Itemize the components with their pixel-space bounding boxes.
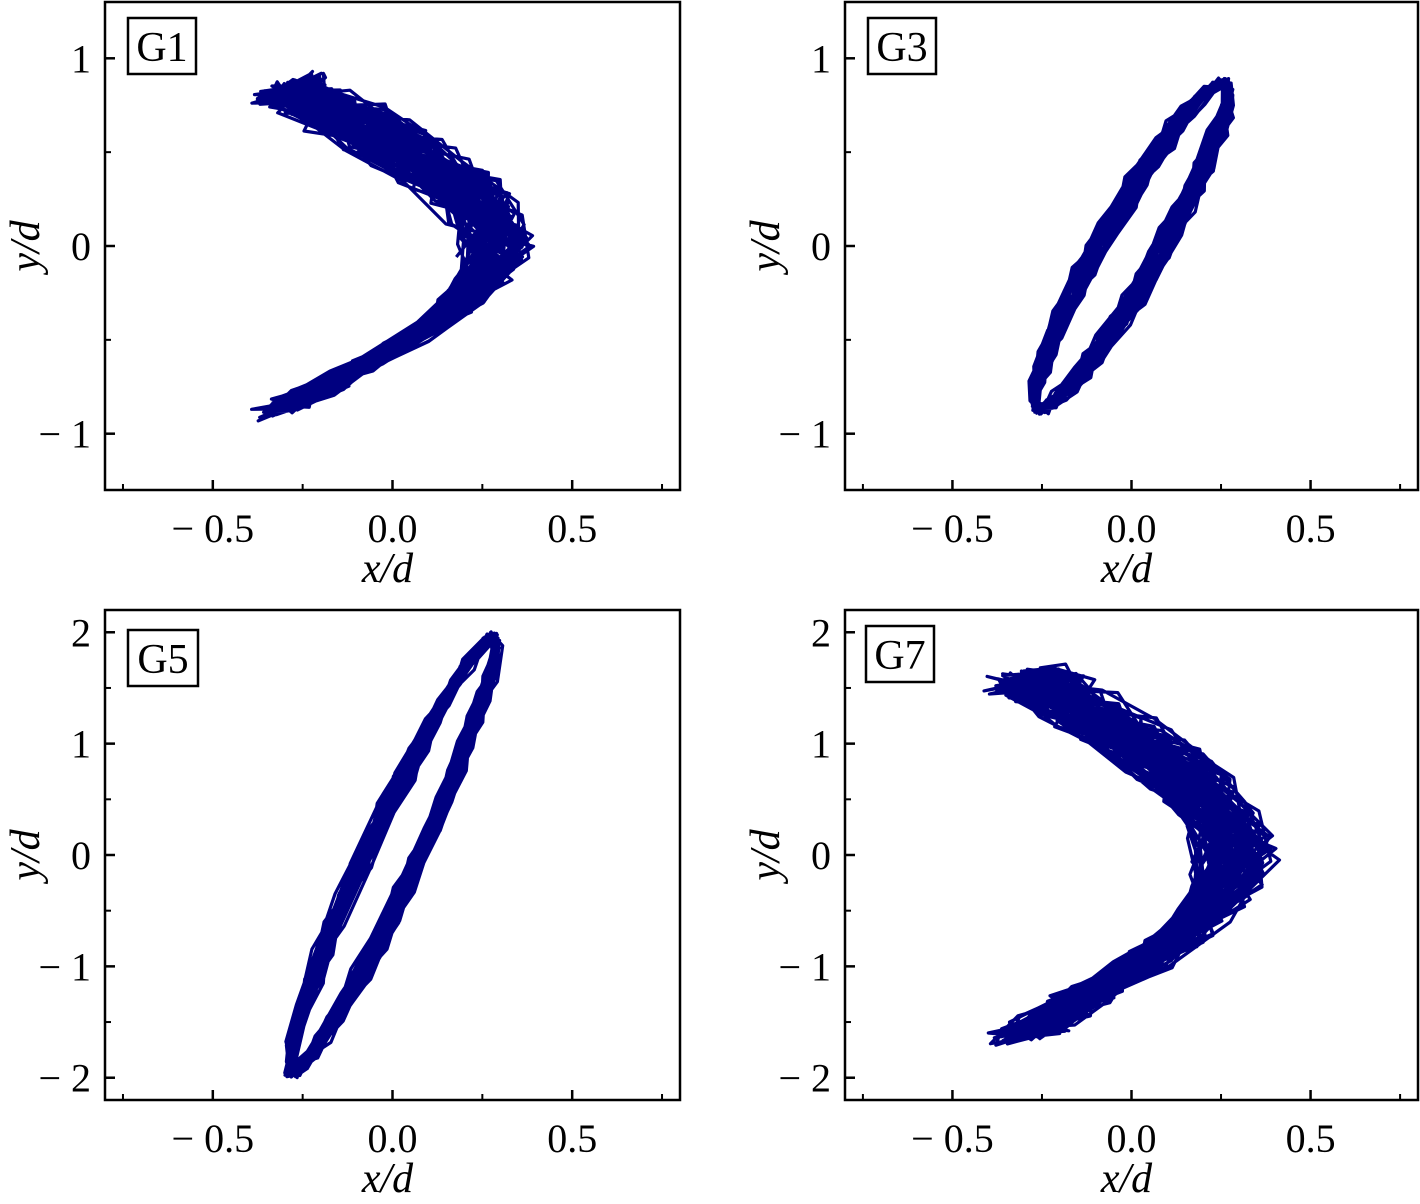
x-tick-label: − 0.5 bbox=[911, 1116, 994, 1161]
y-axis-title: y/d bbox=[743, 219, 789, 275]
panel-tag-box bbox=[126, 16, 198, 76]
trajectory-line bbox=[982, 662, 1282, 1047]
x-axis-title: x/d bbox=[1100, 1156, 1153, 1202]
y-tick-label: 0 bbox=[71, 833, 91, 878]
x-tick-label: 0.5 bbox=[547, 1116, 597, 1161]
x-tick-label: 0.0 bbox=[1107, 1116, 1157, 1161]
panel-tag-label: G7 bbox=[874, 633, 925, 679]
y-tick-label: − 2 bbox=[778, 1056, 831, 1101]
x-tick-label: 0.0 bbox=[368, 1116, 418, 1161]
y-tick-label: 2 bbox=[811, 610, 831, 655]
x-axis-title: x/d bbox=[361, 1156, 414, 1202]
trajectory-line bbox=[250, 69, 536, 423]
y-tick-label: 1 bbox=[71, 722, 91, 767]
x-tick-label: − 0.5 bbox=[911, 506, 994, 551]
x-axis-title: x/d bbox=[361, 546, 414, 592]
panel-tag-box bbox=[126, 628, 200, 688]
y-tick-label: 1 bbox=[71, 36, 91, 81]
x-tick-label: 0.5 bbox=[1286, 506, 1336, 551]
x-tick-label: 0.0 bbox=[1107, 506, 1157, 551]
y-tick-label: 0 bbox=[811, 224, 831, 269]
x-axis-title: x/d bbox=[1100, 546, 1153, 592]
y-axis-title: y/d bbox=[3, 219, 49, 275]
panel-g7: − 0.5 0.0 0.5 − 2 − 1 0 1 2 x/d y/d G7 bbox=[743, 608, 1420, 1202]
plot-frame bbox=[843, 608, 1420, 1102]
y-axis-title: y/d bbox=[3, 828, 49, 884]
panel-tag-label: G3 bbox=[876, 25, 927, 71]
panel-g5: − 0.5 0.0 0.5 − 2 − 1 0 1 2 x/d y/d G5 bbox=[3, 608, 682, 1202]
y-tick-label: − 1 bbox=[38, 944, 91, 989]
panel-tag-box bbox=[866, 16, 938, 76]
trajectory-line bbox=[283, 630, 505, 1080]
y-tick-label: 1 bbox=[811, 36, 831, 81]
y-tick-label: 0 bbox=[71, 224, 91, 269]
trajectory-line bbox=[1027, 76, 1235, 416]
y-tick-label: − 1 bbox=[778, 944, 831, 989]
x-tick-label: − 0.5 bbox=[172, 1116, 255, 1161]
y-tick-label: − 1 bbox=[38, 412, 91, 457]
panel-g1: − 0.5 0.0 0.5 − 1 0 1 x/d y/d G1 bbox=[3, 0, 682, 592]
panel-g3: − 0.5 0.0 0.5 − 1 0 1 x/d y/d G3 bbox=[743, 0, 1420, 592]
x-tick-label: − 0.5 bbox=[172, 506, 255, 551]
y-tick-label: 1 bbox=[811, 722, 831, 767]
y-tick-label: 2 bbox=[71, 610, 91, 655]
y-tick-label: − 2 bbox=[38, 1056, 91, 1101]
panel-tag-label: G1 bbox=[136, 25, 187, 71]
x-tick-label: 0.5 bbox=[1286, 1116, 1336, 1161]
y-tick-label: 0 bbox=[811, 833, 831, 878]
y-tick-label: − 1 bbox=[778, 412, 831, 457]
x-tick-label: 0.5 bbox=[547, 506, 597, 551]
y-axis-title: y/d bbox=[743, 828, 789, 884]
panel-tag-box bbox=[864, 624, 936, 684]
panel-tag-label: G5 bbox=[137, 637, 188, 683]
x-tick-label: 0.0 bbox=[368, 506, 418, 551]
